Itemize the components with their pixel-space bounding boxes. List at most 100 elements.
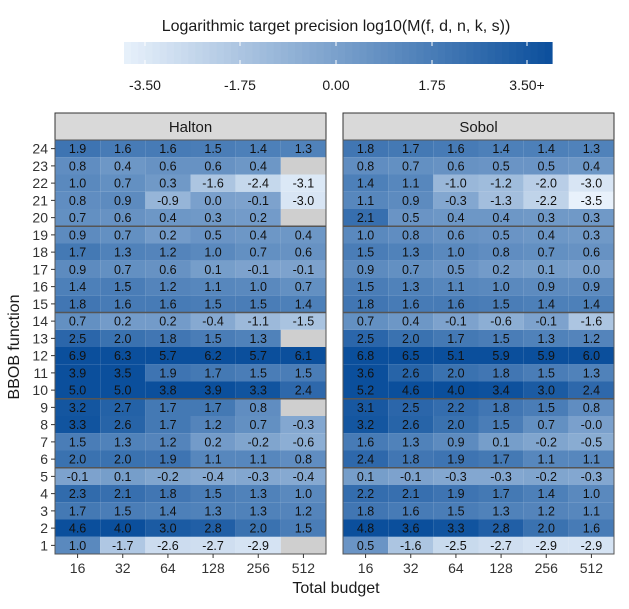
cell-value-label: 0.2 (159, 228, 176, 242)
legend-gradient-segment (416, 42, 425, 64)
cell-value-label: 4.8 (357, 522, 374, 536)
legend-gradient-segment (202, 42, 211, 64)
cell-value-label: 1.4 (250, 142, 267, 156)
cell-value-label: -0.1 (247, 263, 269, 277)
cell-value-label: 2.2 (447, 401, 464, 415)
cell-value-label: 1.9 (159, 366, 176, 380)
cell-value-label: 4.0 (114, 522, 131, 536)
cell-value-label: 1.5 (447, 504, 464, 518)
y-tick-label: 11 (33, 365, 48, 381)
heatmap-cell (478, 416, 524, 434)
heatmap-cell (478, 260, 524, 278)
x-axis-title: Total budget (292, 580, 380, 597)
cell-value-label: 1.2 (295, 504, 312, 518)
legend-gradient-segment (345, 42, 353, 64)
cell-value-label: 2.6 (402, 366, 419, 380)
legend-title: Logarithmic target precision log10(M(f, … (162, 18, 511, 35)
legend-gradient-segment (473, 42, 482, 64)
heatmap-cell (388, 191, 434, 209)
heatmap-cell (145, 502, 191, 520)
legend-gradient-segment (231, 42, 239, 64)
heatmap-cell (55, 312, 101, 330)
cell-value-label: -0.1 (247, 194, 269, 208)
y-tick-label: 4 (40, 486, 48, 502)
cell-value-label: 5.2 (357, 384, 374, 398)
heatmap-cell (190, 191, 236, 209)
x-tick-label: 256 (535, 560, 559, 576)
heatmap-cell (55, 329, 101, 347)
heatmap-cell (280, 347, 326, 365)
cell-value-label: 0.0 (583, 263, 600, 277)
heatmap-cell (55, 243, 101, 261)
cell-value-label: 2.0 (402, 332, 419, 346)
legend-gradient-segment (145, 42, 154, 64)
cell-value-label: 1.0 (69, 177, 86, 191)
cell-value-label: 1.3 (250, 332, 267, 346)
cell-value-label: 1.3 (402, 435, 419, 449)
cell-value-label: 3.2 (69, 401, 86, 415)
heatmap-cell (235, 433, 281, 451)
heatmap-cell (145, 243, 191, 261)
legend-gradient-segment (373, 42, 382, 64)
legend-gradient-segment (159, 42, 168, 64)
cell-value-label: 1.2 (159, 435, 176, 449)
cell-value-label: 2.0 (69, 453, 86, 467)
cell-value-label: -2.9 (535, 539, 557, 553)
cell-value-label: 2.8 (492, 522, 509, 536)
heatmap-cell (568, 485, 614, 503)
cell-value-label: 1.4 (69, 280, 86, 294)
cell-value-label: 1.5 (538, 366, 555, 380)
cell-value-label: 3.3 (250, 384, 267, 398)
heatmap-cell-missing (280, 209, 326, 227)
cell-value-label: 3.3 (447, 522, 464, 536)
heatmap-cell (433, 278, 479, 296)
heatmap-cell (55, 381, 101, 399)
legend-gradient-segment (238, 42, 246, 64)
cell-value-label: 0.5 (538, 159, 555, 173)
heatmap-cell (388, 347, 434, 365)
heatmap-cell (523, 174, 569, 192)
heatmap-cell (343, 536, 389, 554)
cell-value-label: 1.2 (159, 280, 176, 294)
heatmap-cell (280, 364, 326, 382)
cell-value-label: 3.1 (357, 401, 374, 415)
cell-value-label: -0.2 (157, 470, 179, 484)
heatmap-cell (343, 502, 389, 520)
heatmap-cell (100, 140, 146, 158)
heatmap-cell (280, 519, 326, 537)
legend-gradient-segment (402, 42, 410, 64)
heatmap-cell (343, 329, 389, 347)
legend-gradient-segment (544, 42, 553, 64)
heatmap-cell (568, 260, 614, 278)
heatmap-cell (145, 467, 191, 485)
cell-value-label: 3.9 (204, 384, 221, 398)
legend-gradient-segment (409, 42, 418, 64)
heatmap-cell (478, 467, 524, 485)
heatmap-cell (343, 174, 389, 192)
cell-value-label: 1.3 (204, 504, 221, 518)
heatmap-cell (145, 312, 191, 330)
cell-value-label: 0.9 (447, 435, 464, 449)
heatmap-cell (190, 157, 236, 175)
cell-value-label: 0.7 (114, 263, 131, 277)
heatmap-cell (433, 226, 479, 244)
cell-value-label: 1.3 (114, 246, 131, 260)
heatmap-cell (100, 191, 146, 209)
heatmap-cell (478, 191, 524, 209)
cell-value-label: 1.6 (583, 522, 600, 536)
legend-gradient-segment (266, 42, 275, 64)
heatmap-cell (478, 381, 524, 399)
cell-value-label: 0.0 (204, 194, 221, 208)
heatmap-cell (433, 450, 479, 468)
heatmap-cell (235, 260, 281, 278)
legend-gradient-segment (131, 42, 139, 64)
legend-gradient-segment (181, 42, 189, 64)
heatmap-cell (523, 485, 569, 503)
heatmap-cell (343, 416, 389, 434)
heatmap-cell (235, 312, 281, 330)
heatmap-cell (235, 381, 281, 399)
heatmap-cell (235, 329, 281, 347)
legend-gradient-segment (366, 42, 375, 64)
cell-value-label: 6.3 (114, 349, 131, 363)
cell-value-label: 1.8 (159, 332, 176, 346)
